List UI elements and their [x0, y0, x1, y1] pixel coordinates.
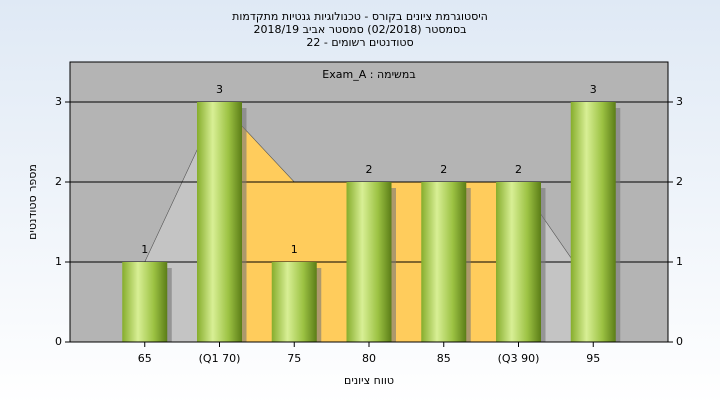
y-tick-label: 2 [676, 175, 683, 188]
x-tick-label: 75 [287, 352, 301, 365]
data-label: 1 [291, 243, 298, 256]
x-axis-label: טווח ציונים [344, 374, 394, 387]
plot-border [69, 61, 669, 343]
y-tick-label: 1 [55, 255, 62, 268]
bar [570, 102, 616, 342]
data-label: 2 [515, 163, 522, 176]
bar [346, 182, 392, 342]
y-tick-label: 3 [676, 95, 683, 108]
x-tick-label: 80 [362, 352, 376, 365]
data-label: 1 [141, 243, 148, 256]
data-label: 2 [440, 163, 447, 176]
bar [496, 182, 541, 342]
x-tick-label: 65 [138, 352, 152, 365]
x-tick-label: 95 [586, 352, 600, 365]
x-tick-label: (Q1 70) [199, 352, 241, 365]
data-label: 2 [366, 163, 373, 176]
x-tick-label: (Q3 90) [498, 352, 540, 365]
y-tick-label: 1 [676, 255, 683, 268]
chart-subtitle: בסמסטר (02/2018) סמסטר אביב 2018/19 [253, 23, 466, 36]
bar [197, 102, 242, 342]
y-tick-label: 3 [55, 95, 62, 108]
bar [122, 262, 168, 342]
data-label: 3 [590, 83, 597, 96]
y-tick-label: 2 [55, 175, 62, 188]
data-label: 3 [216, 83, 223, 96]
y-axis-label: מספר סטודנטים [26, 164, 39, 240]
chart-title: היסטוגרמת ציונים בקורס - טכנולוגיות גנטי… [232, 10, 488, 23]
bar [421, 182, 467, 342]
x-tick-label: 85 [437, 352, 451, 365]
bar [271, 262, 317, 342]
annotation: Exam_A : במשימה [322, 68, 415, 81]
y-tick-label: 0 [676, 335, 683, 348]
y-tick-label: 0 [55, 335, 62, 348]
chart-subtitle: סטודנטים רשומים - 22 [306, 36, 413, 49]
